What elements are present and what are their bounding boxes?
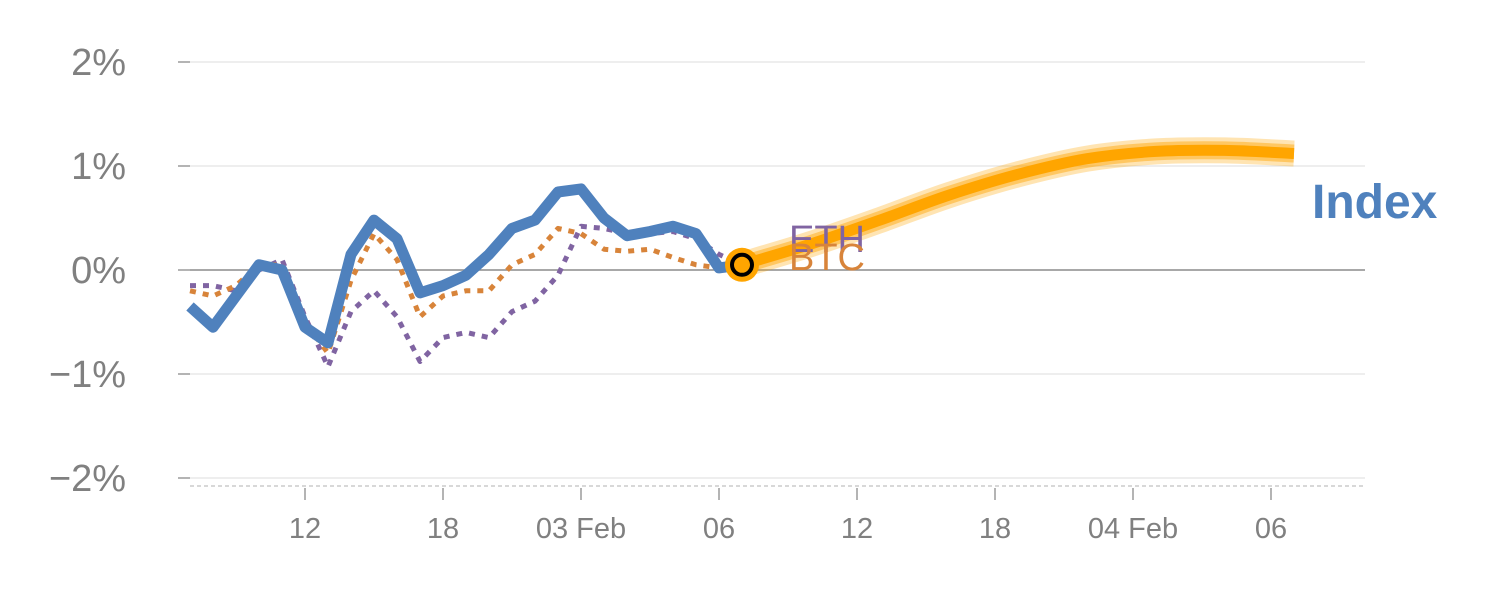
series-group (186, 137, 1295, 370)
x-tick-label: 06 (1255, 513, 1287, 545)
x-tick-label: 18 (427, 513, 459, 545)
series-labels: Index ETH BTC (789, 176, 1438, 279)
y-axis: −2% −1% 0% 1% 2% (49, 42, 190, 500)
x-tick-label: 03 Feb (536, 513, 626, 545)
x-tick-label: 12 (289, 513, 321, 545)
y-tick-label: −2% (49, 458, 126, 500)
x-tick-label: 04 Feb (1088, 513, 1178, 545)
forecast-line (740, 144, 1295, 271)
current-marker-outer (725, 247, 759, 282)
series-line-eth (190, 223, 744, 370)
x-axis: 12 18 03 Feb 06 12 18 04 Feb 06 (190, 485, 1365, 545)
series-label-eth: ETH (789, 219, 865, 261)
series-label-btc: BTC (789, 237, 865, 279)
y-tick-label: 0% (71, 250, 126, 292)
y-tick-label: 2% (71, 42, 126, 84)
x-tick-label: 18 (979, 513, 1011, 545)
x-tick-label: 12 (841, 513, 873, 545)
y-tick-label: −1% (49, 354, 126, 396)
series-line-index (186, 183, 743, 349)
y-tick-label: 1% (71, 146, 126, 188)
gridlines (190, 61, 1365, 479)
current-marker-ring (730, 252, 754, 277)
series-line-btc (189, 225, 743, 356)
x-tick-label: 06 (703, 513, 735, 545)
series-label-index: Index (1312, 176, 1438, 229)
